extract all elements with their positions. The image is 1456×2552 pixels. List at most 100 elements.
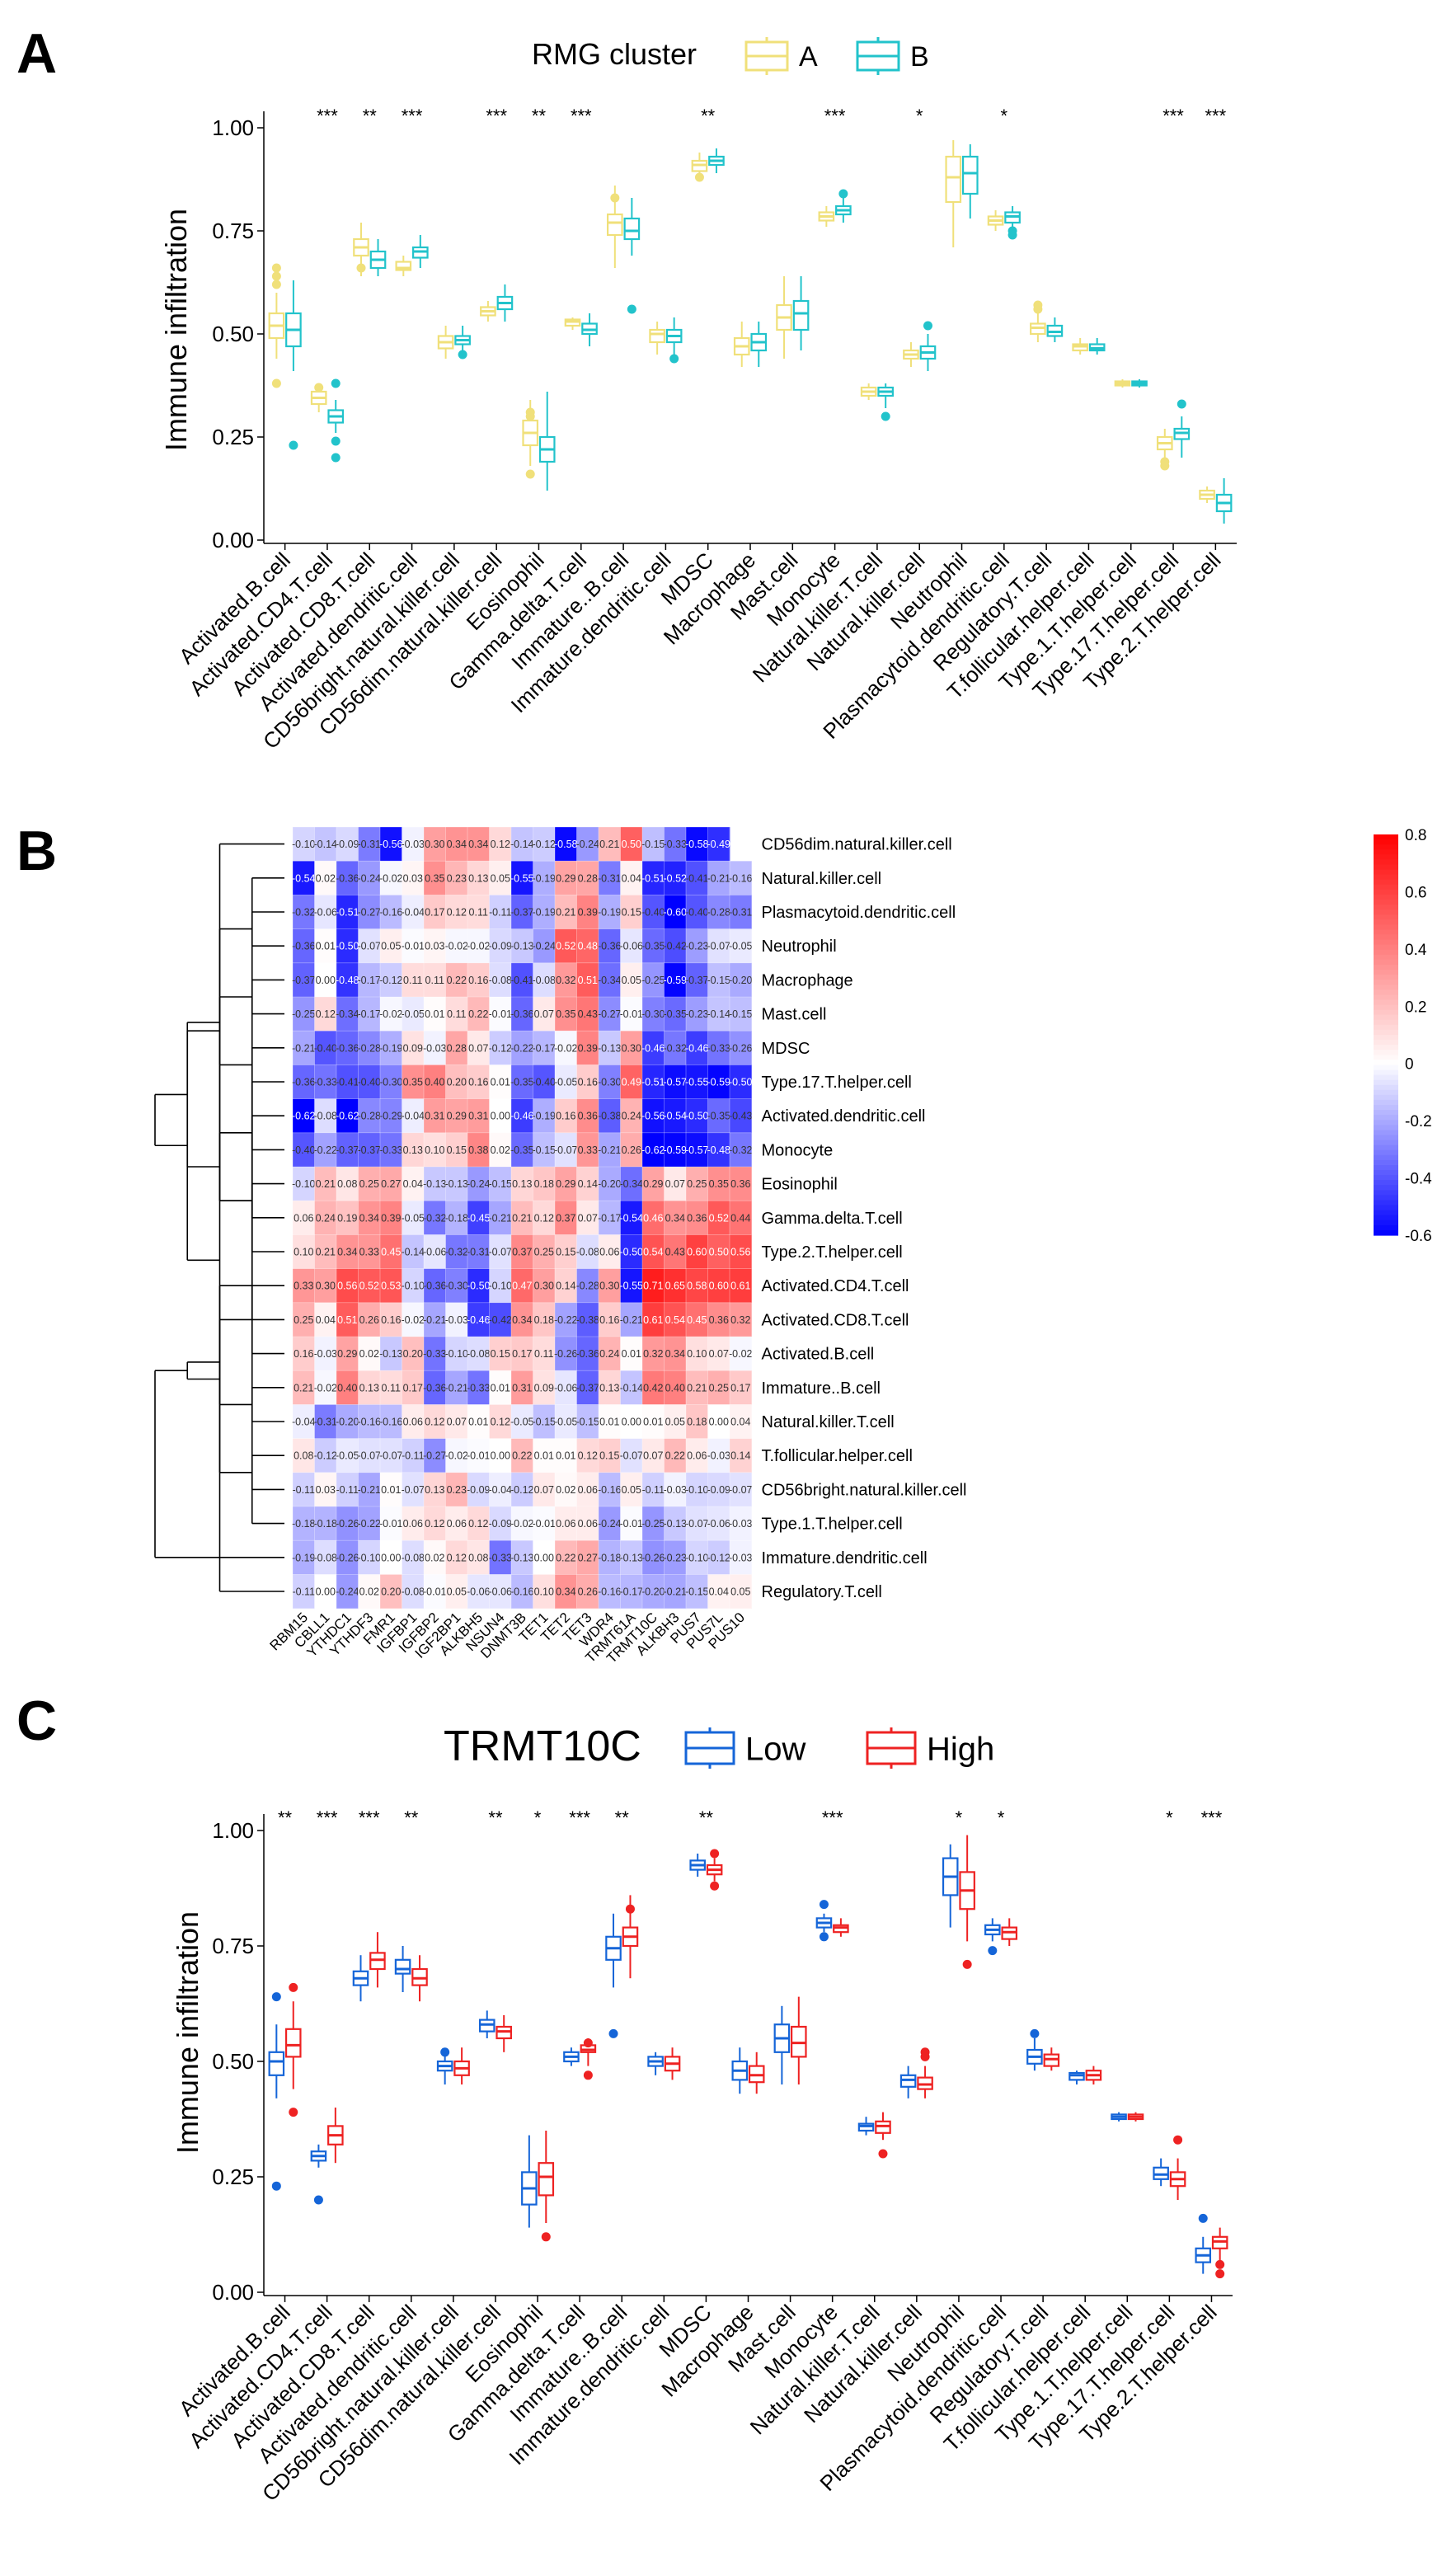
heatmap-cell-value: -0.41 <box>336 1077 359 1088</box>
heatmap-cell-value: 0.07 <box>665 1178 685 1190</box>
heatmap-cell <box>686 1167 708 1201</box>
heatmap-cell <box>664 1438 687 1473</box>
heatmap-cell-value: -0.42 <box>664 941 688 952</box>
heatmap-cell-value: 0.16 <box>599 1314 619 1326</box>
heatmap-cell-value: 0.34 <box>665 1212 685 1224</box>
heatmap-cell <box>489 861 512 895</box>
outlier-point <box>331 453 341 463</box>
heatmap-cell <box>445 1404 468 1440</box>
colorbar-segment <box>1374 1069 1398 1076</box>
heatmap-cell-value: 0.21 <box>316 1178 336 1190</box>
heatmap-cell-value: 0.15 <box>491 1348 510 1360</box>
heatmap-cell <box>293 1370 315 1405</box>
heatmap-cell <box>664 962 687 998</box>
outlier-point <box>440 2047 450 2057</box>
colorbar-segment <box>1374 849 1398 855</box>
heatmap-cell-value: -0.08 <box>314 1111 338 1122</box>
heatmap-cell-value: -0.11 <box>336 1484 359 1496</box>
colorbar: 0.8 0.6 0.4 0.2 0 -0.2 -0.4 -0.6 <box>1374 827 1432 1245</box>
heatmap-cell-value: -0.04 <box>292 1417 316 1428</box>
heatmap-cell-value: -0.54 <box>664 1111 688 1122</box>
heatmap-cell-value: -0.12 <box>707 1552 731 1563</box>
heatmap-cell <box>686 1065 708 1100</box>
heatmap-cell <box>620 895 643 930</box>
heatmap-cell <box>576 895 599 930</box>
heatmap-cell-value: 0.25 <box>534 1247 554 1258</box>
heatmap-cell-value: -0.20 <box>729 975 753 986</box>
heatmap-row-label: Natural.killer.T.cell <box>762 1413 895 1431</box>
heatmap-cell-value: -0.09 <box>489 941 513 952</box>
heatmap-cell <box>730 895 752 930</box>
box-A <box>649 328 665 344</box>
heatmap-cell <box>293 1472 315 1507</box>
outlier-point <box>271 378 281 388</box>
heatmap-cell-value: -0.16 <box>358 1417 382 1428</box>
heatmap-cell-value: -0.22 <box>554 1314 578 1326</box>
heatmap-cell-value: -0.02 <box>729 1348 753 1360</box>
heatmap-cell-value: -0.01 <box>423 1586 447 1598</box>
heatmap-cell-value: -0.30 <box>445 1281 469 1292</box>
heatmap-cell <box>424 1337 446 1371</box>
heatmap-cell <box>620 1404 643 1440</box>
heatmap-cell-value: 0.18 <box>534 1178 554 1190</box>
heatmap-cell <box>489 895 512 930</box>
heatmap-cell-value: -0.08 <box>467 1348 491 1360</box>
heatmap-cell <box>424 928 446 964</box>
heatmap-row-labels: CD56dim.natural.killer.cell Natural.kille… <box>762 836 967 1601</box>
outlier-point <box>331 436 341 446</box>
outlier-point <box>608 2028 618 2038</box>
heatmap-cell <box>511 1438 533 1473</box>
heatmap-cell-value: -0.16 <box>379 1417 403 1428</box>
heatmap-cell <box>576 1370 599 1405</box>
box-B <box>623 217 641 241</box>
heatmap-cell-value: -0.14 <box>314 839 338 850</box>
heatmap-cell <box>620 1574 643 1610</box>
outlier-point <box>1177 399 1186 409</box>
heatmap-cell <box>424 1132 446 1168</box>
heatmap-cell <box>424 1472 446 1507</box>
heatmap-cell <box>664 1098 687 1134</box>
outlier-point <box>331 378 341 388</box>
heatmap-cell-value: -0.21 <box>445 1382 469 1393</box>
heatmap-cell-value: -0.07 <box>729 1484 753 1496</box>
heatmap-cell <box>424 1438 446 1473</box>
significance-label: ** <box>615 1807 630 1828</box>
legend-label: A <box>799 41 818 73</box>
outlier-point <box>271 1992 281 2002</box>
heatmap-cell-value: -0.16 <box>379 907 403 919</box>
heatmap-cell <box>489 1574 512 1610</box>
heatmap-cell-value: 0.01 <box>491 1077 510 1088</box>
outlier-point <box>669 354 679 364</box>
heatmap-cell <box>336 1370 359 1405</box>
heatmap-cell-value: -0.09 <box>489 1518 513 1530</box>
heatmap-cell <box>314 895 337 930</box>
heatmap-cell-value: 0.02 <box>316 872 336 884</box>
heatmap-cell <box>336 1132 359 1168</box>
heatmap-cell <box>445 1370 468 1405</box>
significance-label: * <box>998 1807 1005 1828</box>
heatmap-cell <box>730 1132 752 1168</box>
heatmap-cell-value: 0.06 <box>294 1212 313 1224</box>
heatmap-cell <box>664 1201 687 1235</box>
heatmap-cell-value: -0.02 <box>510 1518 534 1530</box>
heatmap-cell-value: -0.19 <box>379 1042 403 1054</box>
heatmap-cell <box>707 1302 730 1337</box>
heatmap-cell <box>533 1574 556 1610</box>
heatmap-cell-value: -0.07 <box>358 1450 382 1462</box>
heatmap-cell-value: -0.03 <box>445 1314 469 1326</box>
heatmap-cell <box>358 1065 381 1100</box>
heatmap-cell-value: -0.18 <box>292 1518 316 1530</box>
heatmap-cell-value: 0.22 <box>468 1008 488 1020</box>
heatmap-row-label: CD56bright.natural.killer.cell <box>762 1481 967 1499</box>
heatmap-cell-value: -0.56 <box>641 1111 665 1122</box>
heatmap-cell-value: -0.36 <box>423 1281 447 1292</box>
heatmap-cell-value: -0.10 <box>685 1484 709 1496</box>
heatmap-cell <box>533 1302 556 1337</box>
colorbar-segment <box>1374 964 1398 971</box>
heatmap-cell-value: -0.15 <box>533 1144 557 1156</box>
heatmap-cell-value: -0.17 <box>358 1008 382 1020</box>
heatmap-cell <box>489 1506 512 1541</box>
heatmap-cell-value: -0.07 <box>554 1144 578 1156</box>
heatmap-cell-value: -0.15 <box>729 1008 753 1020</box>
heatmap-cell-value: 0.15 <box>556 1247 575 1258</box>
